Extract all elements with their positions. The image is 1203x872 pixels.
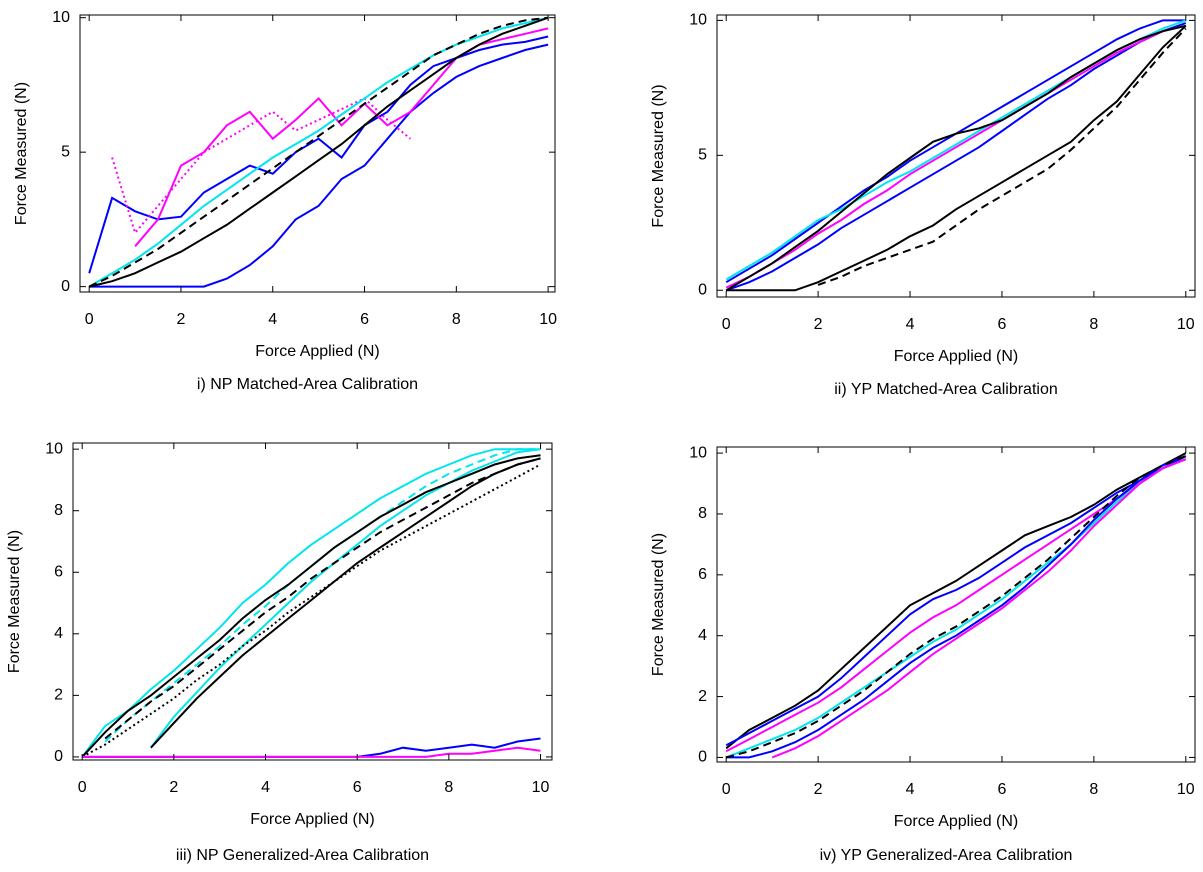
data-line <box>725 455 1187 759</box>
x-tick-label: 6 <box>353 779 362 796</box>
data-line <box>81 454 541 758</box>
data-line <box>88 35 549 274</box>
x-tick-label: 8 <box>1089 316 1098 333</box>
data-line <box>150 448 541 749</box>
data-line <box>134 27 549 247</box>
y-tick-label: 0 <box>61 278 70 295</box>
data-line <box>81 463 541 758</box>
chart-caption: iv) YP Generalized-Area Calibration <box>820 847 1073 864</box>
x-tick-label: 2 <box>814 316 823 333</box>
x-tick-label: 4 <box>261 779 270 796</box>
x-tick-label: 8 <box>444 779 453 796</box>
y-axis-label: Force Measured (N) <box>650 84 667 227</box>
data-line <box>725 19 1187 281</box>
data-line <box>104 457 541 740</box>
data-line <box>89 43 549 288</box>
data-line <box>771 458 1187 759</box>
x-tick-label: 4 <box>268 311 277 328</box>
y-tick-label: 0 <box>698 749 707 766</box>
y-tick-label: 6 <box>698 566 707 583</box>
y-tick-label: 0 <box>698 281 707 298</box>
x-tick-label: 0 <box>78 779 87 796</box>
y-tick-label: 0 <box>54 748 63 765</box>
data-line <box>725 24 1187 292</box>
y-tick-label: 2 <box>698 688 707 705</box>
x-tick-label: 0 <box>722 316 731 333</box>
x-tick-label: 6 <box>998 316 1007 333</box>
x-tick-label: 2 <box>169 779 178 796</box>
x-tick-label: 4 <box>906 316 915 333</box>
plot-frame <box>72 442 553 761</box>
x-axis-label: Force Applied (N) <box>250 811 375 828</box>
data-line <box>104 448 541 743</box>
y-tick-label: 5 <box>61 143 70 160</box>
x-tick-label: 0 <box>722 781 731 798</box>
data-line <box>88 16 549 288</box>
y-tick-label: 4 <box>698 627 707 644</box>
data-line <box>82 746 541 758</box>
x-tick-label: 2 <box>177 311 186 328</box>
chart-caption: i) NP Matched-Area Calibration <box>197 376 418 393</box>
x-tick-label: 10 <box>532 779 550 796</box>
data-line <box>81 448 541 758</box>
x-tick-label: 8 <box>1089 781 1098 798</box>
x-axis-label: Force Applied (N) <box>894 813 1019 830</box>
x-tick-label: 4 <box>906 781 915 798</box>
data-line <box>725 452 1187 750</box>
x-tick-label: 8 <box>452 311 461 328</box>
data-line <box>88 16 549 288</box>
data-line <box>725 19 1186 284</box>
chart-caption: iii) NP Generalized-Area Calibration <box>176 847 429 864</box>
y-tick-label: 8 <box>54 502 63 519</box>
data-line <box>726 25 1187 292</box>
plot-frame <box>716 446 1196 763</box>
data-line <box>817 27 1187 286</box>
chart-caption: ii) YP Matched-Area Calibration <box>834 381 1058 398</box>
x-tick-label: 0 <box>85 311 94 328</box>
x-tick-label: 6 <box>998 781 1007 798</box>
data-line <box>725 22 1187 292</box>
y-axis-label: Force Measured (N) <box>650 533 667 676</box>
y-axis-label: Force Measured (N) <box>6 530 23 673</box>
y-tick-label: 10 <box>45 440 63 457</box>
x-tick-label: 6 <box>360 311 369 328</box>
y-tick-label: 8 <box>698 505 707 522</box>
y-tick-label: 2 <box>54 687 63 704</box>
y-tick-label: 6 <box>54 563 63 580</box>
data-line <box>725 24 1187 289</box>
data-line <box>88 16 549 288</box>
x-tick-label: 10 <box>539 311 557 328</box>
y-tick-label: 5 <box>698 147 707 164</box>
x-tick-label: 2 <box>814 781 823 798</box>
data-line <box>725 455 1187 747</box>
data-line <box>725 458 1187 753</box>
x-tick-label: 10 <box>1177 316 1195 333</box>
x-axis-label: Force Applied (N) <box>255 343 380 360</box>
y-tick-label: 10 <box>52 9 70 26</box>
plot-frame <box>79 14 556 293</box>
y-axis-label: Force Measured (N) <box>13 82 30 225</box>
x-tick-label: 10 <box>1177 781 1195 798</box>
data-line <box>725 458 1187 759</box>
data-line <box>726 455 1187 759</box>
y-tick-label: 10 <box>689 12 707 29</box>
x-axis-label: Force Applied (N) <box>894 348 1019 365</box>
y-tick-label: 4 <box>54 625 63 642</box>
data-line <box>150 457 541 749</box>
y-tick-label: 10 <box>689 444 707 461</box>
plot-frame <box>716 14 1196 298</box>
